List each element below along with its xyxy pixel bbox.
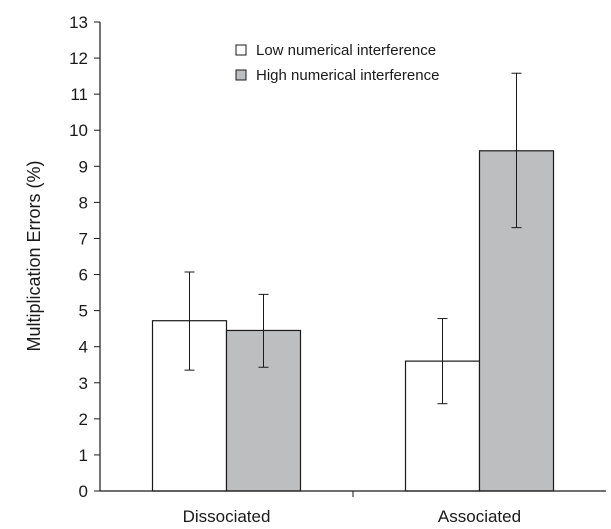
y-tick-label: 5: [79, 302, 88, 321]
legend-label-low: Low numerical interference: [256, 42, 436, 59]
y-tick-label: 13: [69, 13, 88, 32]
legend-swatch-high: [235, 69, 247, 81]
error-bars: [184, 72, 522, 405]
legend: Low numerical interference High numerica…: [216, 34, 488, 88]
legend-swatch-low: [235, 44, 247, 56]
y-tick-label: 9: [79, 157, 88, 176]
y-axis-title: Multiplication Errors (%): [24, 160, 44, 351]
y-tick-label: 2: [79, 410, 88, 429]
y-tick-label: 3: [79, 374, 88, 393]
x-category-label: Associated: [438, 507, 521, 526]
x-category-label: Dissociated: [183, 507, 271, 526]
legend-label-high: High numerical interference: [256, 67, 439, 84]
y-tick-label: 1: [79, 446, 88, 465]
y-tick-label: 7: [79, 229, 88, 248]
y-tick-label: 10: [69, 121, 88, 140]
y-tick-label: 6: [79, 266, 88, 285]
y-tick-label: 8: [79, 193, 88, 212]
axes: [99, 22, 606, 497]
y-tick-label: 0: [79, 482, 88, 501]
y-tick-label: 12: [69, 49, 88, 68]
bars: [151, 150, 555, 492]
legend-box: [216, 34, 488, 88]
y-tick-label: 4: [79, 338, 88, 357]
y-tick-label: 11: [70, 85, 88, 104]
category-labels: Dissociated Associated: [183, 507, 522, 526]
